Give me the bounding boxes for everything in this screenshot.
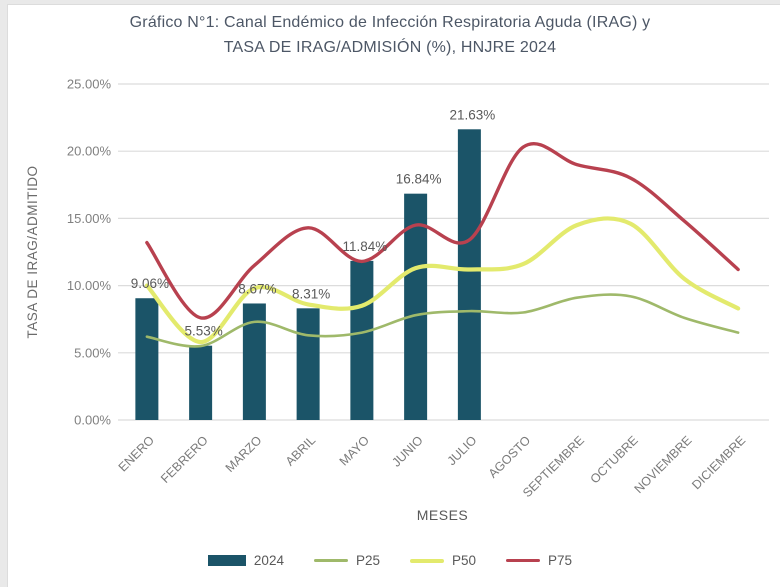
x-tick-label-octubre: OCTUBRE [588, 433, 641, 486]
p75-line [145, 142, 740, 320]
x-tick-label-agosto: AGOSTO [486, 433, 534, 481]
bar-junio [404, 193, 428, 420]
legend-swatch-p75-line [506, 559, 541, 562]
x-tick-label-julio: JULIO [445, 433, 480, 468]
chart-title-line2: TASA DE IRAG/ADMISIÓN (%), HNJRE 2024 [223, 39, 557, 56]
legend-label-2024: 2024 [253, 553, 284, 568]
bar-julio [457, 129, 481, 421]
x-tick-label-enero: ENERO [116, 433, 158, 475]
bar-enero [135, 298, 159, 420]
bar-febrero [189, 345, 213, 420]
legend-label-p25: P25 [355, 553, 380, 568]
p50-line [144, 216, 741, 345]
x-tick-label-abril: ABRIL [283, 433, 318, 468]
y-tick-label-5pct: 5.00% [74, 345, 111, 360]
y-tick-label-20pct: 20.00% [67, 144, 112, 159]
x-tick-label-diciembre: DICIEMBRE [689, 433, 748, 492]
y-axis-title: TASA DE IRAG/ADMITIDO [25, 165, 40, 338]
y-tick-label-25pct: 25.00% [67, 77, 112, 92]
chart-panel [7, 4, 780, 587]
bar-value-label-mayo: 11.84% [342, 239, 387, 254]
bar-abril [296, 308, 320, 420]
legend-label-p75: P75 [548, 553, 573, 568]
p25-line [145, 293, 740, 348]
bar-value-label-marzo: 8.67% [238, 281, 276, 296]
x-tick-label-noviembre: NOVIEMBRE [632, 433, 695, 496]
bar-value-label-febrero: 5.53% [184, 324, 222, 339]
x-tick-label-junio: JUNIO [389, 433, 426, 470]
chart-legend: 2024 P25 P50 P75 [0, 553, 780, 568]
chart-title: Gráfico N°1: Canal Endémico de Infección… [0, 10, 780, 60]
legend-item-p50: P50 [410, 553, 476, 568]
bar-marzo [242, 303, 266, 420]
legend-label-p50: P50 [452, 553, 477, 568]
bar-value-label-abril: 8.31% [292, 286, 330, 301]
legend-swatch-p50-line [410, 558, 444, 563]
legend-swatch-2024-bar [207, 555, 246, 566]
x-tick-label-febrero: FEBRERO [158, 433, 211, 486]
y-tick-label-10pct: 10.00% [67, 278, 112, 293]
x-axis-title: MESES [417, 507, 469, 523]
legend-swatch-p25-line [313, 559, 348, 562]
bar-mayo [350, 260, 374, 420]
bar-value-label-julio: 21.63% [449, 107, 495, 122]
x-tick-label-marzo: MARZO [223, 433, 265, 475]
chart-title-line1: Gráfico N°1: Canal Endémico de Infección… [129, 14, 651, 31]
legend-item-p25: P25 [313, 553, 380, 568]
bar-value-label-enero: 9.06% [131, 276, 169, 291]
y-tick-label-15pct: 15.00% [67, 211, 112, 226]
legend-item-2024: 2024 [207, 553, 284, 568]
bar-value-label-junio: 16.84% [396, 172, 442, 187]
x-tick-label-mayo: MAYO [337, 433, 372, 468]
y-tick-label-0pct: 0.00% [74, 413, 111, 428]
legend-item-p75: P75 [506, 553, 572, 568]
